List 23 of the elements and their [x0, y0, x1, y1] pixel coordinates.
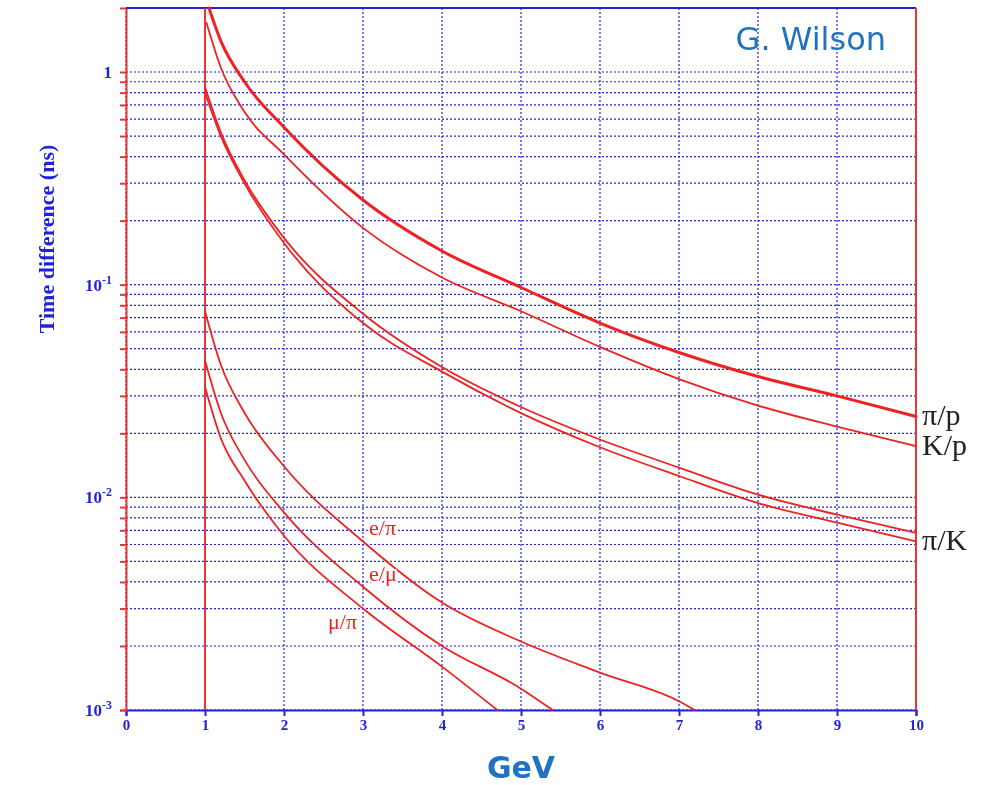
y-tick-label: 1 [103, 62, 112, 82]
x-axis-title: GeV [486, 750, 556, 785]
series-label: π/K [922, 523, 968, 557]
x-tick-label: 9 [833, 716, 842, 733]
x-tick-label: 1 [201, 716, 210, 733]
x-tick-label: 2 [280, 716, 289, 733]
y-tick-label: 10$^{-3}$ [85, 697, 113, 720]
annotation: G. Wilson [735, 20, 886, 58]
x-tick-label: 5 [517, 716, 526, 733]
y-tick-label: 10$^{-2}$ [85, 485, 113, 508]
series-label: μ/π [327, 608, 357, 634]
y-axis-title: Time difference (ns) [34, 144, 59, 334]
x-tick-label: 3 [359, 716, 368, 733]
x-tick-label: 10 [909, 716, 924, 733]
x-tick-label: 8 [754, 716, 763, 733]
series-label: e/π [369, 515, 396, 541]
series-label: e/μ [369, 560, 397, 586]
x-tick-label: 7 [675, 716, 684, 733]
series-label: π/p [922, 398, 961, 432]
y-tick-label: 10$^{-1}$ [85, 272, 113, 295]
x-tick-label: 4 [438, 716, 447, 733]
x-tick-label: 6 [596, 716, 605, 733]
x-tick-label: 0 [122, 716, 131, 733]
